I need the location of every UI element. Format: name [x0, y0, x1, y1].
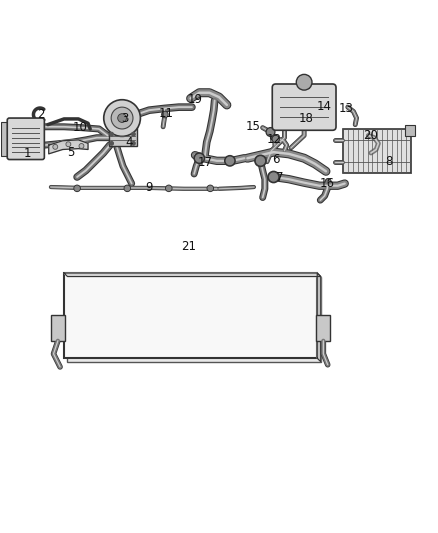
Circle shape — [67, 143, 70, 146]
Text: 6: 6 — [272, 153, 279, 166]
Circle shape — [132, 133, 135, 136]
Bar — [64, 273, 317, 358]
Text: 15: 15 — [246, 120, 261, 133]
Text: 21: 21 — [181, 240, 196, 253]
Circle shape — [208, 186, 212, 190]
Circle shape — [166, 186, 171, 190]
Circle shape — [75, 186, 79, 190]
FancyBboxPatch shape — [272, 84, 336, 130]
Bar — [316, 314, 330, 341]
Circle shape — [132, 142, 135, 145]
Circle shape — [257, 157, 265, 165]
Circle shape — [111, 107, 133, 129]
Bar — [300, 82, 308, 88]
Text: 18: 18 — [299, 111, 314, 125]
Text: 3: 3 — [121, 111, 129, 125]
Bar — [51, 314, 65, 341]
Circle shape — [226, 157, 233, 165]
Polygon shape — [49, 140, 88, 154]
Circle shape — [272, 135, 279, 142]
Text: 1: 1 — [24, 147, 32, 160]
FancyBboxPatch shape — [7, 118, 44, 159]
Text: 5: 5 — [67, 146, 74, 159]
Circle shape — [196, 155, 203, 162]
Text: 17: 17 — [198, 156, 212, 169]
Bar — [67, 277, 321, 362]
Text: 10: 10 — [73, 121, 88, 134]
Circle shape — [296, 75, 312, 90]
Circle shape — [66, 142, 71, 147]
Circle shape — [110, 142, 113, 145]
Text: 11: 11 — [158, 107, 173, 120]
Circle shape — [79, 144, 84, 148]
Circle shape — [268, 171, 279, 183]
Text: 19: 19 — [187, 93, 202, 106]
Bar — [405, 125, 416, 135]
Circle shape — [118, 114, 127, 123]
Circle shape — [225, 156, 235, 166]
Text: 12: 12 — [267, 133, 282, 146]
Circle shape — [268, 129, 274, 135]
Circle shape — [125, 186, 130, 190]
Circle shape — [163, 112, 167, 117]
Circle shape — [207, 185, 213, 191]
Circle shape — [54, 146, 57, 148]
Circle shape — [255, 155, 266, 166]
Circle shape — [110, 133, 113, 136]
Text: 20: 20 — [364, 129, 378, 142]
Circle shape — [124, 185, 131, 191]
Circle shape — [194, 153, 205, 164]
Text: 8: 8 — [385, 155, 393, 168]
Circle shape — [162, 111, 168, 118]
Circle shape — [270, 173, 278, 181]
Polygon shape — [317, 273, 321, 362]
Circle shape — [266, 128, 275, 136]
Text: 2: 2 — [37, 108, 45, 121]
Circle shape — [74, 185, 80, 191]
Bar — [109, 123, 137, 147]
Text: 9: 9 — [145, 181, 153, 195]
Circle shape — [273, 136, 278, 141]
Text: 7: 7 — [276, 172, 284, 184]
Circle shape — [166, 185, 172, 191]
Text: 16: 16 — [320, 177, 335, 190]
Bar — [343, 129, 411, 173]
Polygon shape — [64, 273, 321, 277]
Circle shape — [80, 144, 83, 147]
Circle shape — [53, 144, 57, 149]
Circle shape — [104, 100, 141, 136]
Bar — [1, 122, 11, 157]
Text: 4: 4 — [126, 135, 133, 149]
Text: 14: 14 — [317, 100, 332, 113]
Text: 13: 13 — [339, 102, 354, 115]
